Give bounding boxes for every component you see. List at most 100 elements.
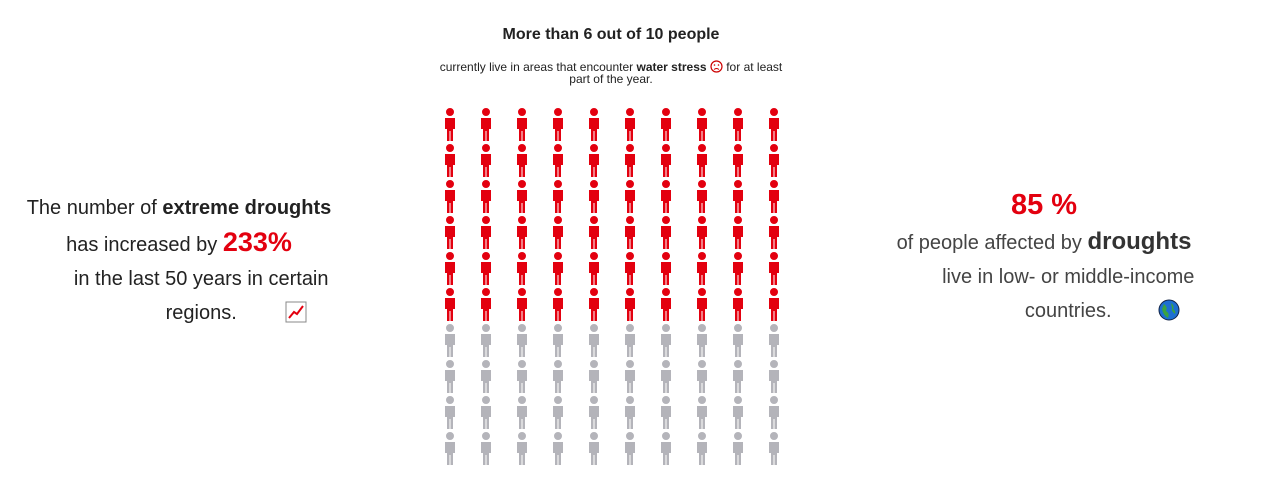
- person-icon: [661, 144, 671, 177]
- person-icon: [625, 180, 635, 213]
- right-panel: 85 % of people affected by droughts live…: [860, 188, 1228, 328]
- person-icon: [445, 396, 455, 429]
- person-icon: [553, 288, 563, 321]
- person-icon: [517, 432, 527, 465]
- highlight: 85 %: [1010, 189, 1078, 221]
- person-icon: [733, 180, 743, 213]
- person-icon: [553, 216, 563, 249]
- text: of people affected by: [896, 232, 1088, 254]
- highlight: 233%: [222, 227, 292, 257]
- left-panel: The number of extreme droughts has incre…: [0, 191, 358, 330]
- person-icon: [589, 216, 599, 249]
- text: live in low- or middle-income countries.: [942, 266, 1195, 322]
- person-icon: [481, 288, 491, 321]
- person-icon: [517, 180, 527, 213]
- person-icon: [625, 216, 635, 249]
- person-icon: [733, 252, 743, 285]
- person-icon: [733, 432, 743, 465]
- person-icon: [589, 324, 599, 357]
- person-icon: [661, 216, 671, 249]
- person-icon: [661, 252, 671, 285]
- person-icon: [445, 180, 455, 213]
- person-icon: [481, 396, 491, 429]
- person-icon: [625, 252, 635, 285]
- person-icon: [445, 252, 455, 285]
- text-bold: extreme droughts: [162, 197, 332, 219]
- person-icon: [445, 144, 455, 177]
- text: currently live in areas that encounter: [439, 60, 637, 74]
- person-icon: [553, 144, 563, 177]
- chart-emoji: [285, 301, 307, 323]
- person-icon: [661, 108, 671, 141]
- person-icon: [445, 216, 455, 249]
- person-icon: [661, 432, 671, 465]
- person-icon: [733, 288, 743, 321]
- person-icon: [481, 144, 491, 177]
- person-icon: [697, 288, 707, 321]
- text: for at least part of the year.: [569, 60, 783, 86]
- person-icon: [481, 324, 491, 357]
- person-icon: [517, 360, 527, 393]
- person-icon: [625, 324, 635, 357]
- globe-emoji: [1158, 299, 1180, 321]
- person-icon: [553, 252, 563, 285]
- person-icon: [553, 324, 563, 357]
- person-icon: [769, 216, 779, 249]
- person-icon: [697, 108, 707, 141]
- person-icon: [697, 144, 707, 177]
- person-icon: [661, 324, 671, 357]
- person-icon: [661, 396, 671, 429]
- person-icon: [589, 180, 599, 213]
- person-icon: [589, 360, 599, 393]
- person-icon: [481, 180, 491, 213]
- person-icon: [481, 216, 491, 249]
- person-icon: [589, 396, 599, 429]
- person-icon: [733, 144, 743, 177]
- person-icon: [769, 144, 779, 177]
- person-icon: [625, 144, 635, 177]
- person-icon: [481, 108, 491, 141]
- person-icon: [553, 108, 563, 141]
- person-icon: [553, 360, 563, 393]
- person-icon: [517, 144, 527, 177]
- person-icon: [697, 360, 707, 393]
- person-icon: [769, 360, 779, 393]
- person-icon: [445, 288, 455, 321]
- person-icon: [733, 108, 743, 141]
- person-icon: [661, 180, 671, 213]
- person-icon: [733, 324, 743, 357]
- person-icon: [445, 324, 455, 357]
- person-icon: [625, 396, 635, 429]
- person-icon: [697, 180, 707, 213]
- person-icon: [553, 432, 563, 465]
- person-icon: [517, 216, 527, 249]
- person-icon: [769, 252, 779, 285]
- person-icon: [661, 288, 671, 321]
- person-icon: [589, 432, 599, 465]
- person-icon: [553, 396, 563, 429]
- person-icon: [769, 180, 779, 213]
- person-icon: [445, 108, 455, 141]
- person-icon: [697, 324, 707, 357]
- person-icon: [625, 288, 635, 321]
- person-icon: [625, 432, 635, 465]
- person-icon: [589, 144, 599, 177]
- chart-title: More than 6 out of 10 people: [502, 26, 720, 43]
- person-icon: [445, 360, 455, 393]
- person-icon: [697, 252, 707, 285]
- person-icon: [697, 396, 707, 429]
- text-bold: water stress: [636, 60, 707, 74]
- person-icon: [769, 288, 779, 321]
- person-icon: [481, 360, 491, 393]
- person-icon: [589, 252, 599, 285]
- person-icon: [697, 432, 707, 465]
- text-bold: droughts: [1087, 228, 1192, 255]
- face-emoji: [710, 60, 723, 73]
- person-icon: [445, 432, 455, 465]
- person-icon: [589, 288, 599, 321]
- text: in the last 50 years in certain regions.: [73, 268, 329, 324]
- text: The number of: [26, 197, 163, 219]
- person-icon: [661, 360, 671, 393]
